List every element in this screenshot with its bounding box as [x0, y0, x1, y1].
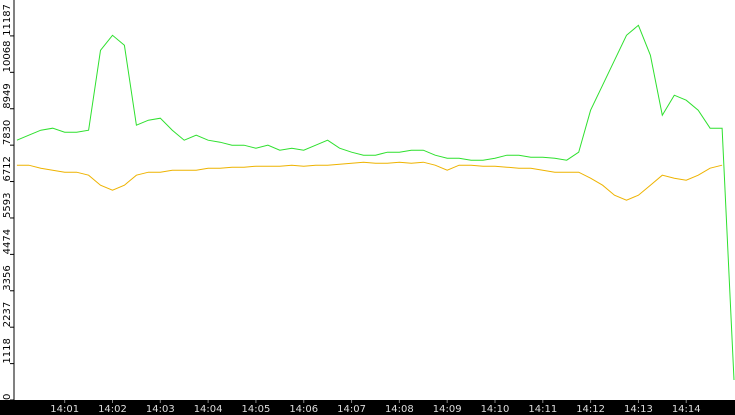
y-tick-label: 8949 [2, 83, 13, 108]
y-tick-label: 7830 [2, 120, 13, 145]
y-tick-label: 6712 [2, 156, 13, 181]
x-tick-label: 14:10 [481, 404, 510, 415]
x-tick-label: 14:02 [98, 404, 127, 415]
x-tick-label: 14:01 [50, 404, 79, 415]
x-tick-label: 14:11 [528, 404, 557, 415]
y-tick-label: 11187 [2, 4, 13, 36]
x-tick-label: 14:06 [289, 404, 318, 415]
x-tick-label: 14:08 [385, 404, 414, 415]
x-tick-label: 14:03 [146, 404, 175, 415]
y-tick-label: 2237 [2, 302, 13, 327]
series-line [16, 161, 723, 201]
y-tick-label: 0 [2, 394, 13, 400]
series-line [16, 24, 735, 381]
x-axis-band [0, 400, 735, 415]
x-tick-label: 14:09 [433, 404, 462, 415]
y-tick-label: 3356 [2, 265, 13, 290]
y-tick-label: 10068 [2, 41, 13, 73]
x-tick-label: 14:04 [194, 404, 223, 415]
x-tick-label: 14:12 [576, 404, 605, 415]
x-tick-label: 14:14 [672, 404, 701, 415]
x-tick-label: 14:05 [242, 404, 271, 415]
x-tick-label: 14:07 [337, 404, 366, 415]
x-tick-label: 14:13 [624, 404, 653, 415]
y-tick-label: 4474 [2, 229, 13, 254]
y-tick-label: 1118 [2, 338, 13, 363]
y-tick-label: 5593 [2, 193, 13, 218]
